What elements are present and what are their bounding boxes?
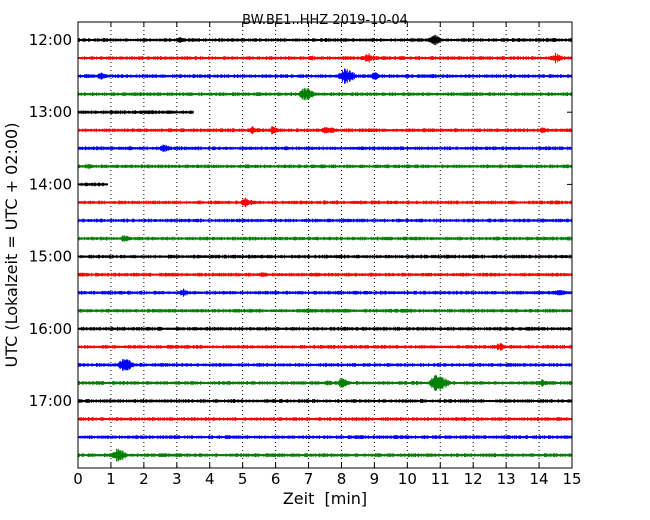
trace-noise — [77, 218, 572, 223]
trace-noise — [77, 362, 572, 367]
event-burst — [366, 272, 379, 277]
y-tick-label: 17:00 — [29, 392, 72, 410]
x-tick-label: 2 — [139, 470, 149, 488]
event-burst — [493, 343, 510, 351]
trace-noise — [77, 56, 572, 60]
y-tick-label: 12:00 — [29, 31, 72, 49]
y-tick-label: 14:00 — [29, 175, 72, 193]
event-burst — [491, 236, 505, 241]
x-tick-label: 0 — [73, 470, 83, 488]
event-burst — [334, 378, 353, 388]
event-burst — [192, 218, 204, 223]
event-burst — [548, 52, 567, 64]
event-burst — [552, 290, 569, 296]
y-tick-label: 16:00 — [29, 320, 72, 338]
event-burst — [109, 448, 132, 462]
trace-group — [77, 34, 572, 462]
trace-noise — [77, 453, 572, 458]
x-tick-label: 8 — [337, 470, 347, 488]
x-tick-label: 14 — [530, 470, 549, 488]
trace-noise — [77, 326, 572, 331]
x-tick-label: 10 — [398, 470, 417, 488]
event-burst — [370, 200, 383, 205]
trace-noise — [77, 92, 572, 97]
event-burst — [335, 68, 360, 84]
event-burst — [95, 72, 111, 80]
event-burst — [177, 288, 194, 297]
event-burst — [536, 379, 553, 387]
trace-noise — [77, 308, 572, 313]
event-burst — [266, 126, 283, 135]
trace-noise — [77, 435, 572, 440]
trace-noise — [77, 399, 572, 403]
y-tick-label: 15:00 — [29, 248, 72, 266]
event-burst — [402, 92, 416, 96]
x-axis-label: Zeit [min] — [283, 489, 367, 508]
y-axis-ticks: 12:00 13:00 14:00 15:00 16:00 17:00 — [29, 31, 572, 410]
plot-frame — [77, 21, 573, 469]
event-burst — [426, 34, 446, 46]
trace-noise — [77, 254, 572, 259]
x-tick-label: 5 — [238, 470, 248, 488]
x-axis-ticks: 0 1 2 3 4 5 6 7 8 9 10 11 12 13 14 15 — [73, 22, 582, 488]
event-burst — [115, 359, 138, 371]
x-tick-label: 7 — [304, 470, 314, 488]
event-burst — [306, 55, 321, 61]
event-burst — [155, 363, 168, 367]
event-burst — [368, 72, 385, 80]
x-tick-label: 11 — [431, 470, 450, 488]
trace-noise — [77, 110, 194, 115]
trace-noise — [77, 38, 572, 42]
trace-noise — [77, 417, 572, 421]
event-burst — [165, 254, 178, 259]
event-burst — [303, 308, 318, 314]
y-axis-label: UTC (Lokalzeit = UTC + 02:00) — [2, 123, 21, 368]
y-tick-label: 13:00 — [29, 103, 72, 121]
trace-noise — [77, 74, 572, 79]
event-burst — [239, 197, 257, 208]
chart-title: BW.BE1..HHZ 2019-10-04 — [242, 13, 408, 28]
event-burst — [361, 53, 379, 63]
x-tick-label: 3 — [172, 470, 182, 488]
x-tick-label: 4 — [205, 470, 215, 488]
x-tick-label: 15 — [562, 470, 581, 488]
trace-noise — [77, 146, 572, 151]
event-burst — [427, 374, 454, 391]
trace-noise — [77, 200, 572, 205]
trace-noise — [77, 272, 572, 277]
event-burst — [198, 399, 211, 403]
event-burst — [118, 235, 135, 242]
x-tick-label: 12 — [464, 470, 483, 488]
event-burst — [82, 163, 97, 170]
event-burst — [246, 126, 263, 135]
x-tick-label: 13 — [497, 470, 516, 488]
event-burst — [257, 272, 272, 277]
event-burst — [287, 327, 300, 331]
event-burst — [296, 88, 319, 101]
event-burst — [174, 36, 189, 44]
event-burst — [537, 127, 552, 134]
event-burst — [317, 164, 330, 169]
event-burst — [343, 219, 356, 222]
event-burst — [326, 127, 341, 133]
x-tick-label: 1 — [106, 470, 116, 488]
event-burst — [157, 144, 174, 153]
x-tick-label: 9 — [370, 470, 380, 488]
trace-noise — [77, 290, 572, 295]
x-tick-label: 6 — [271, 470, 281, 488]
